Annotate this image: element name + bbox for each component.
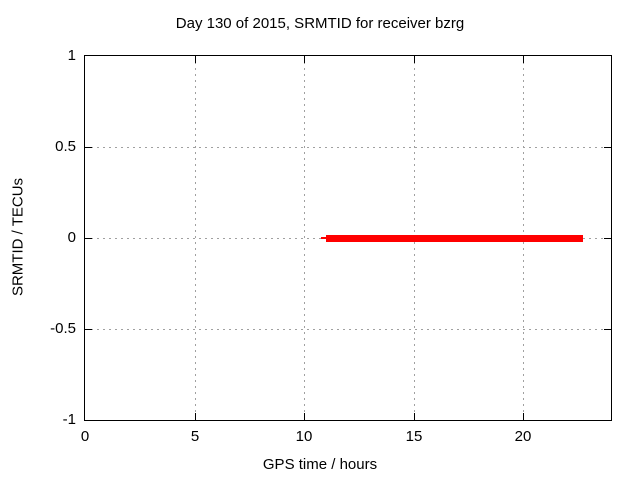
data-line-segment xyxy=(321,237,326,239)
x-tick-bottom xyxy=(195,413,196,420)
chart-title: Day 130 of 2015, SRMTID for receiver bzr… xyxy=(175,15,465,32)
y-gridline xyxy=(85,329,611,330)
y-tick-label: -0.5 xyxy=(50,320,76,337)
x-tick-label: 10 xyxy=(295,428,313,445)
x-tick-label: 5 xyxy=(190,428,200,445)
y-tick-label: -1 xyxy=(62,411,76,428)
x-tick-label: 20 xyxy=(514,428,532,445)
x-tick-label: 0 xyxy=(80,428,90,445)
x-tick-top xyxy=(523,56,524,63)
y-tick-label: 0.5 xyxy=(55,138,76,155)
y-gridline xyxy=(85,147,611,148)
y-tick-right xyxy=(604,238,611,239)
x-tick-top xyxy=(304,56,305,63)
y-tick-label: 1 xyxy=(67,47,76,64)
x-tick-bottom xyxy=(304,413,305,420)
y-tick-left xyxy=(85,147,92,148)
x-axis-label: GPS time / hours xyxy=(262,456,378,473)
data-line-segment xyxy=(326,235,583,242)
x-tick-bottom xyxy=(414,413,415,420)
y-tick-left xyxy=(85,329,92,330)
x-tick-bottom xyxy=(523,413,524,420)
x-tick-top xyxy=(414,56,415,63)
y-tick-right xyxy=(604,329,611,330)
x-tick-label: 15 xyxy=(405,428,423,445)
plot-area xyxy=(84,55,612,421)
y-tick-left xyxy=(85,238,92,239)
y-tick-label: 0 xyxy=(67,229,76,246)
x-tick-top xyxy=(195,56,196,63)
y-tick-right xyxy=(604,147,611,148)
